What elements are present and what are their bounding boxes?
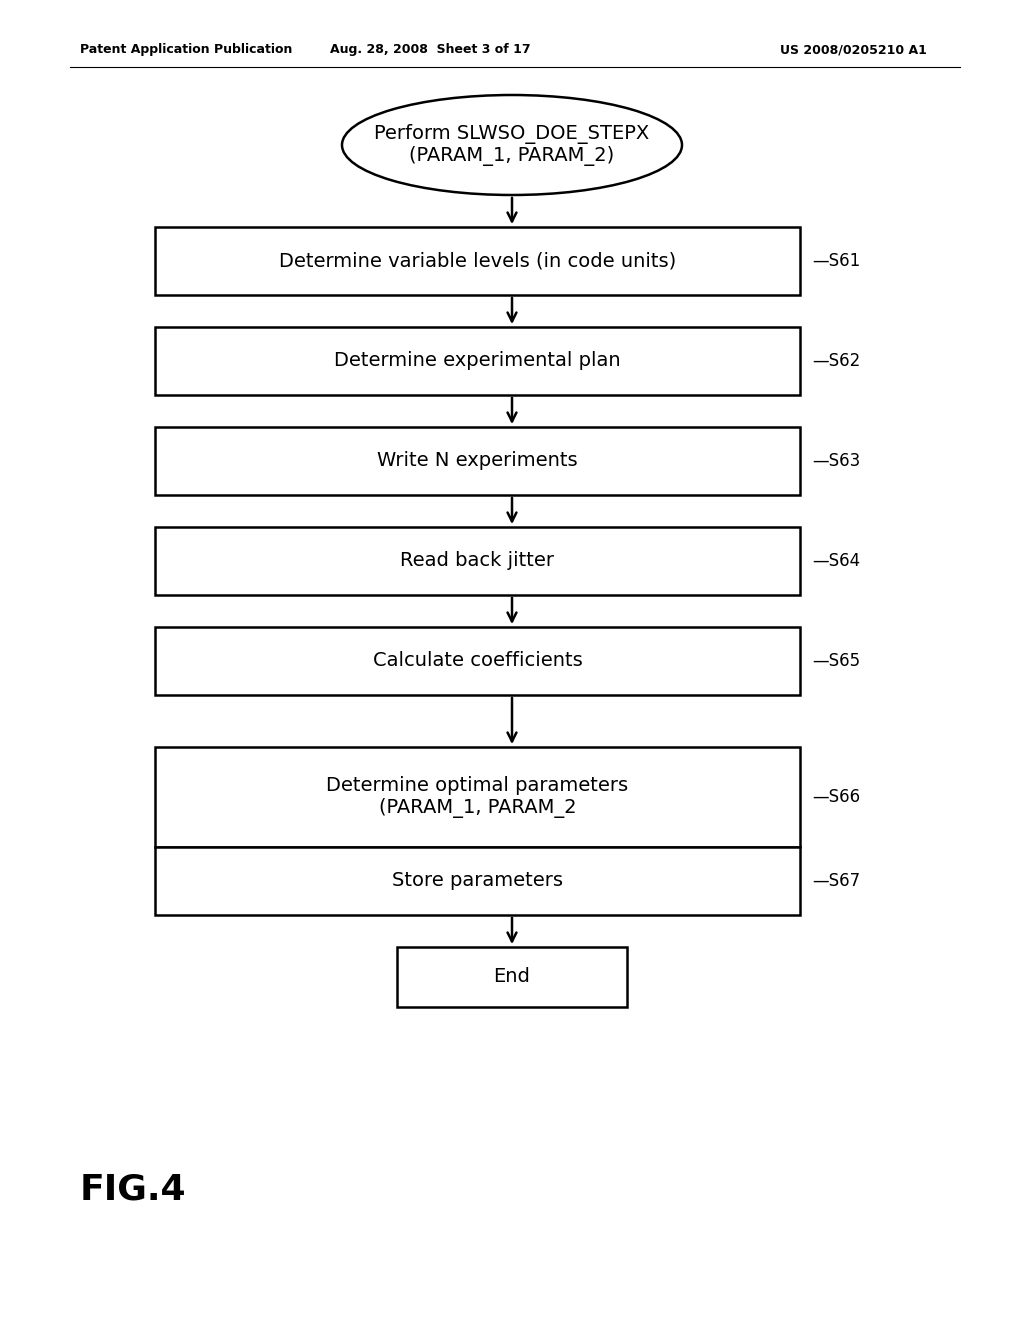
Bar — [155, 627, 800, 696]
Text: Patent Application Publication: Patent Application Publication — [80, 44, 293, 57]
Text: Determine variable levels (in code units): Determine variable levels (in code units… — [279, 252, 676, 271]
Text: —S63: —S63 — [812, 451, 860, 470]
Text: —S64: —S64 — [812, 552, 860, 570]
Bar — [155, 847, 800, 915]
Text: —S61: —S61 — [812, 252, 860, 271]
Bar — [397, 946, 627, 1007]
Text: —S67: —S67 — [812, 873, 860, 890]
Text: Determine experimental plan: Determine experimental plan — [334, 351, 621, 371]
Text: —S66: —S66 — [812, 788, 860, 807]
Text: Store parameters: Store parameters — [392, 871, 563, 891]
Bar — [155, 527, 800, 595]
Bar — [155, 327, 800, 395]
Text: —S62: —S62 — [812, 352, 860, 370]
Text: Write N experiments: Write N experiments — [377, 451, 578, 470]
Text: FIG.4: FIG.4 — [80, 1173, 186, 1206]
Text: Determine optimal parameters
(PARAM_1, PARAM_2: Determine optimal parameters (PARAM_1, P… — [327, 776, 629, 818]
Text: Read back jitter: Read back jitter — [400, 552, 555, 570]
Text: Aug. 28, 2008  Sheet 3 of 17: Aug. 28, 2008 Sheet 3 of 17 — [330, 44, 530, 57]
Text: End: End — [494, 968, 530, 986]
Bar — [155, 426, 800, 495]
Text: —S65: —S65 — [812, 652, 860, 671]
Bar — [155, 227, 800, 294]
Bar — [155, 747, 800, 847]
Text: Perform SLWSO_DOE_STEPX
(PARAM_1, PARAM_2): Perform SLWSO_DOE_STEPX (PARAM_1, PARAM_… — [375, 124, 649, 166]
Text: US 2008/0205210 A1: US 2008/0205210 A1 — [780, 44, 927, 57]
Text: Calculate coefficients: Calculate coefficients — [373, 652, 583, 671]
